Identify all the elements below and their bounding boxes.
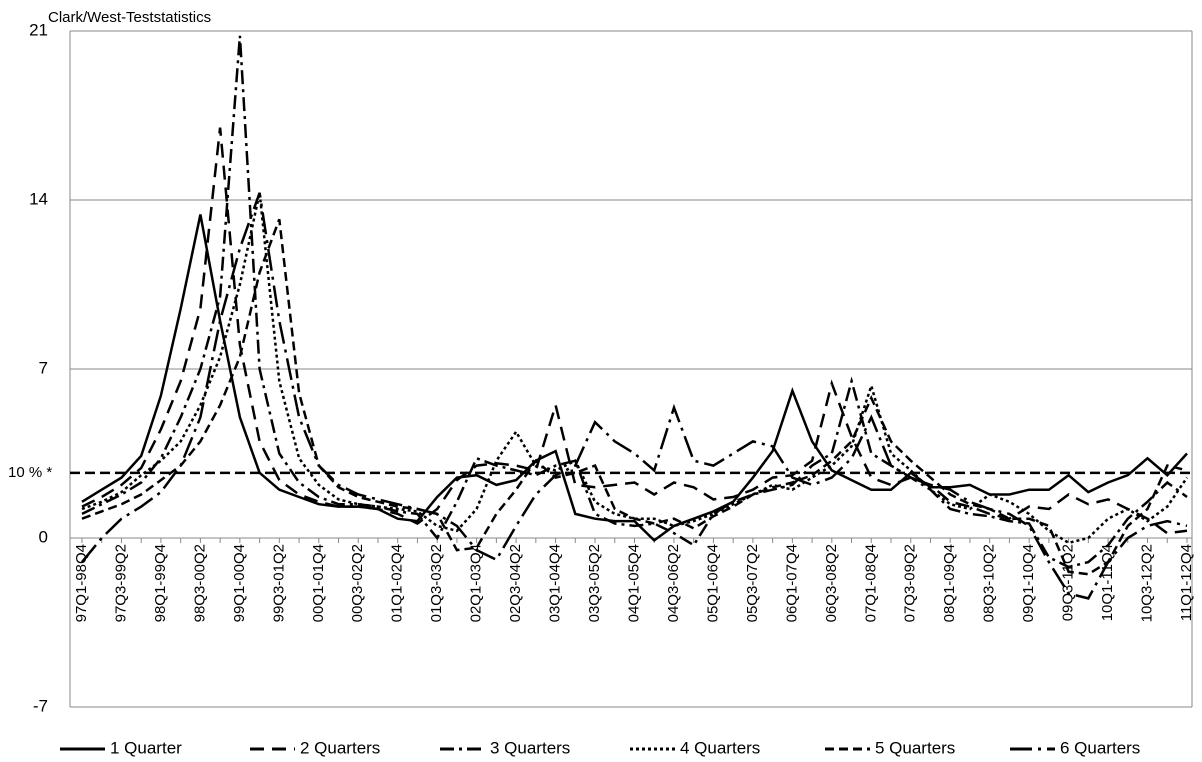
x-tick-label: 00Q1-01Q4 [310,544,327,622]
x-tick-label: 04Q1-05Q4 [625,544,642,622]
x-tick-label: 03Q1-04Q4 [547,544,564,622]
x-tick-label: 07Q3-09Q2 [902,544,919,622]
legend-label: 2 Quarters [300,738,380,757]
x-tick-label: 00Q3-02Q2 [349,544,366,622]
x-tick-label: 10Q1-11Q4 [1099,544,1116,621]
x-tick-label: 05Q3-07Q2 [744,544,761,622]
series-line [81,218,1188,576]
legend-label: 5 Quarters [875,738,955,757]
x-tick-label: 06Q3-08Q2 [823,544,840,622]
x-tick-label: 97Q1-98Q4 [73,544,90,622]
x-tick-label: 98Q1-99Q4 [152,544,169,622]
x-tick-label: 04Q3-06Q2 [665,544,682,622]
x-tick-label: 01Q3-03Q2 [428,544,445,622]
x-tick-label: 99Q1-00Q4 [231,544,248,622]
legend-label: 6 Quarters [1060,738,1140,757]
x-tick-label: 10Q3-12Q2 [1139,544,1156,622]
series-line [81,214,1188,543]
y-tick-label: 0 [39,527,48,546]
x-tick-label: 98Q3-00Q2 [191,544,208,622]
x-tick-label: 08Q3-10Q2 [981,544,998,622]
y-tick-label: 21 [29,20,48,39]
x-tick-label: 07Q1-08Q4 [862,544,879,622]
x-tick-label: 05Q1-06Q4 [704,544,721,622]
legend-label: 3 Quarters [490,738,570,757]
x-tick-label: 03Q3-05Q2 [586,544,603,622]
series-line [81,192,1189,545]
y-tick-label: -7 [33,696,48,715]
x-tick-label: 02Q3-04Q2 [507,544,524,622]
x-tick-label: 08Q1-09Q4 [941,544,958,622]
legend-label: 1 Quarter [110,738,182,757]
y-tick-label: 7 [39,358,48,377]
x-tick-label: 97Q3-99Q2 [112,544,129,622]
y-tick-label: 14 [29,189,48,208]
series-line [81,35,1188,569]
x-tick-label: 99Q3-01Q2 [270,544,287,622]
threshold-label: 10 % * [8,464,52,481]
legend-label: 4 Quarters [680,738,760,757]
x-tick-label: 06Q1-07Q4 [783,544,800,622]
x-tick-label: 02Q1-03Q4 [468,544,485,622]
x-tick-label: 09Q1-10Q4 [1020,544,1037,622]
x-tick-label: 01Q1-02Q4 [389,544,406,622]
series-line [81,127,1188,535]
x-tick-label: 11Q1-12Q4 [1178,544,1195,621]
y-axis-title: Clark/West-Teststatistics [48,9,211,26]
